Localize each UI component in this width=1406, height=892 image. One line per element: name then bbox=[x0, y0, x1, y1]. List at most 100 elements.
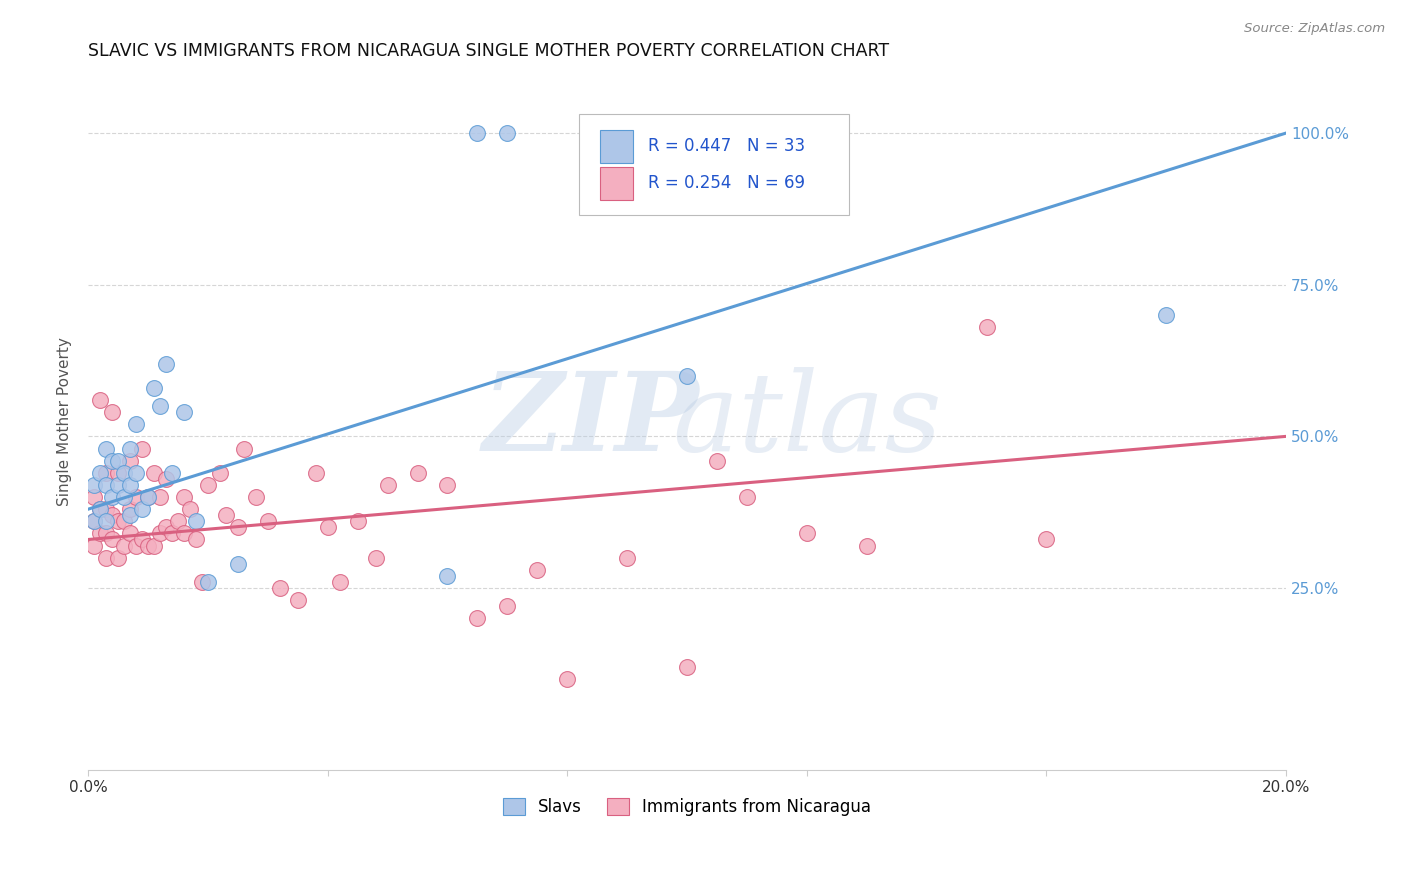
Point bbox=[143, 381, 166, 395]
Point bbox=[346, 514, 368, 528]
Point bbox=[136, 490, 159, 504]
Point bbox=[496, 126, 519, 140]
Point bbox=[131, 533, 153, 547]
Point bbox=[616, 550, 638, 565]
Point bbox=[94, 514, 117, 528]
Point bbox=[377, 478, 399, 492]
Point bbox=[676, 368, 699, 383]
Point bbox=[83, 514, 105, 528]
Point bbox=[94, 478, 117, 492]
Point bbox=[83, 539, 105, 553]
Point bbox=[149, 399, 172, 413]
Point bbox=[101, 453, 124, 467]
Point bbox=[83, 514, 105, 528]
Point bbox=[179, 502, 201, 516]
Point bbox=[167, 514, 190, 528]
Point bbox=[364, 550, 387, 565]
FancyBboxPatch shape bbox=[599, 129, 633, 163]
Point bbox=[976, 320, 998, 334]
Point bbox=[89, 466, 111, 480]
Text: atlas: atlas bbox=[672, 368, 942, 475]
Point bbox=[94, 466, 117, 480]
Point bbox=[120, 508, 142, 523]
Point bbox=[184, 533, 207, 547]
Point bbox=[467, 611, 489, 625]
Point bbox=[676, 660, 699, 674]
Point bbox=[89, 502, 111, 516]
Point bbox=[329, 574, 352, 589]
Point bbox=[101, 533, 124, 547]
Point bbox=[89, 502, 111, 516]
Point bbox=[256, 514, 278, 528]
Point bbox=[149, 490, 172, 504]
Point bbox=[107, 466, 129, 480]
Point bbox=[155, 520, 177, 534]
Text: Source: ZipAtlas.com: Source: ZipAtlas.com bbox=[1244, 22, 1385, 36]
Point bbox=[120, 526, 142, 541]
Point bbox=[143, 466, 166, 480]
Point bbox=[467, 126, 489, 140]
Point bbox=[89, 392, 111, 407]
Legend: Slavs, Immigrants from Nicaragua: Slavs, Immigrants from Nicaragua bbox=[495, 789, 879, 824]
Point bbox=[184, 514, 207, 528]
Point bbox=[160, 466, 183, 480]
Point bbox=[232, 442, 254, 456]
Point bbox=[496, 599, 519, 614]
Point bbox=[120, 453, 142, 467]
Text: R = 0.254   N = 69: R = 0.254 N = 69 bbox=[648, 174, 804, 193]
Point bbox=[191, 574, 214, 589]
Point bbox=[406, 466, 429, 480]
Point bbox=[197, 478, 219, 492]
Point bbox=[131, 442, 153, 456]
Point bbox=[83, 490, 105, 504]
Point bbox=[125, 490, 148, 504]
Point bbox=[107, 514, 129, 528]
Point bbox=[555, 672, 578, 686]
Point bbox=[101, 405, 124, 419]
Point bbox=[125, 417, 148, 432]
Point bbox=[316, 520, 339, 534]
Point bbox=[155, 472, 177, 486]
Point bbox=[107, 453, 129, 467]
Point bbox=[796, 526, 818, 541]
Point bbox=[136, 539, 159, 553]
Point bbox=[855, 539, 877, 553]
Point bbox=[735, 490, 758, 504]
Point bbox=[101, 508, 124, 523]
Point bbox=[226, 520, 249, 534]
Point bbox=[131, 502, 153, 516]
Point bbox=[155, 357, 177, 371]
Point bbox=[94, 442, 117, 456]
Point bbox=[287, 593, 309, 607]
Point bbox=[1035, 533, 1057, 547]
Text: R = 0.447   N = 33: R = 0.447 N = 33 bbox=[648, 137, 804, 155]
Point bbox=[160, 526, 183, 541]
Point bbox=[706, 453, 728, 467]
Point bbox=[173, 526, 195, 541]
Point bbox=[94, 550, 117, 565]
Point bbox=[143, 539, 166, 553]
Point bbox=[125, 539, 148, 553]
FancyBboxPatch shape bbox=[599, 167, 633, 200]
Point bbox=[83, 478, 105, 492]
Point bbox=[94, 502, 117, 516]
Point bbox=[173, 490, 195, 504]
FancyBboxPatch shape bbox=[579, 114, 849, 216]
Point bbox=[197, 574, 219, 589]
Point bbox=[173, 405, 195, 419]
Point bbox=[526, 563, 548, 577]
Point bbox=[1154, 308, 1177, 322]
Point bbox=[226, 557, 249, 571]
Y-axis label: Single Mother Poverty: Single Mother Poverty bbox=[58, 337, 72, 506]
Point bbox=[112, 490, 135, 504]
Point bbox=[112, 466, 135, 480]
Point bbox=[107, 550, 129, 565]
Point bbox=[136, 490, 159, 504]
Point bbox=[107, 478, 129, 492]
Text: SLAVIC VS IMMIGRANTS FROM NICARAGUA SINGLE MOTHER POVERTY CORRELATION CHART: SLAVIC VS IMMIGRANTS FROM NICARAGUA SING… bbox=[89, 42, 889, 60]
Point bbox=[436, 569, 458, 583]
Point bbox=[120, 478, 142, 492]
Point bbox=[305, 466, 328, 480]
Point bbox=[269, 581, 291, 595]
Point bbox=[436, 478, 458, 492]
